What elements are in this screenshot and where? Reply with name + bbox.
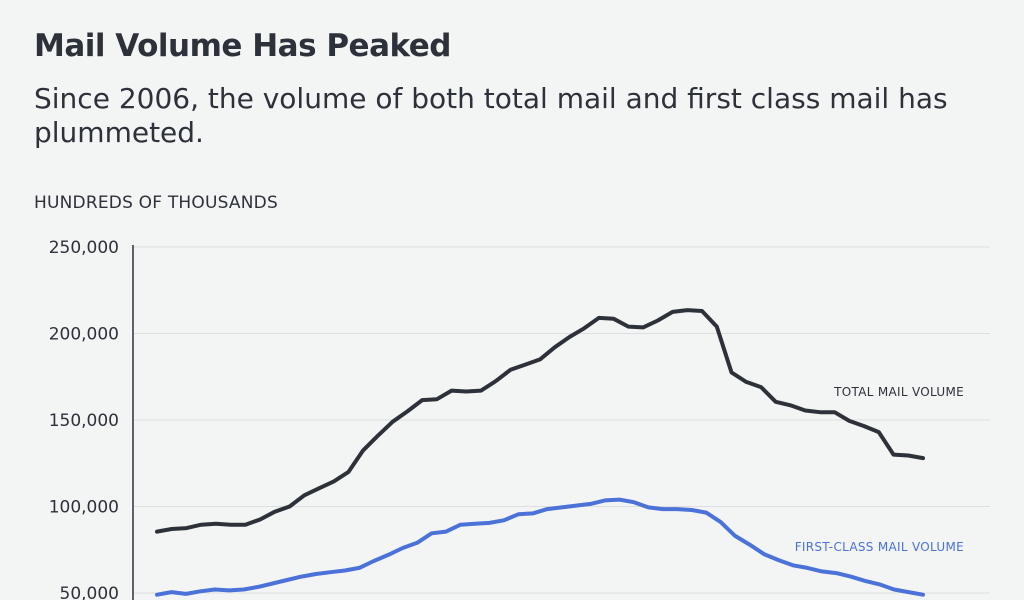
series-line-1 [155, 497, 925, 597]
series-label-1: FIRST-CLASS MAIL VOLUME [795, 540, 964, 554]
y-axis-units-label: HUNDREDS OF THOUSANDS [34, 193, 278, 213]
series-labels: TOTAL MAIL VOLUME FIRST-CLASS MAIL VOLUME [795, 385, 964, 554]
series-line-0 [155, 308, 925, 534]
y-tick-label-1: 200,000 [49, 325, 119, 345]
y-tick-label-0: 250,000 [49, 238, 119, 258]
chart-title: Mail Volume Has Peaked [34, 28, 452, 64]
y-tick-label-2: 150,000 [49, 411, 119, 431]
y-tick-label-3: 100,000 [49, 498, 119, 518]
chart-subtitle: Since 2006, the volume of both total mai… [34, 82, 948, 149]
series-lines [155, 308, 925, 597]
y-axis-ticks: 250,000 200,000 150,000 100,000 50,000 [49, 238, 119, 600]
series-label-0: TOTAL MAIL VOLUME [833, 385, 964, 399]
y-tick-label-4: 50,000 [60, 584, 119, 600]
